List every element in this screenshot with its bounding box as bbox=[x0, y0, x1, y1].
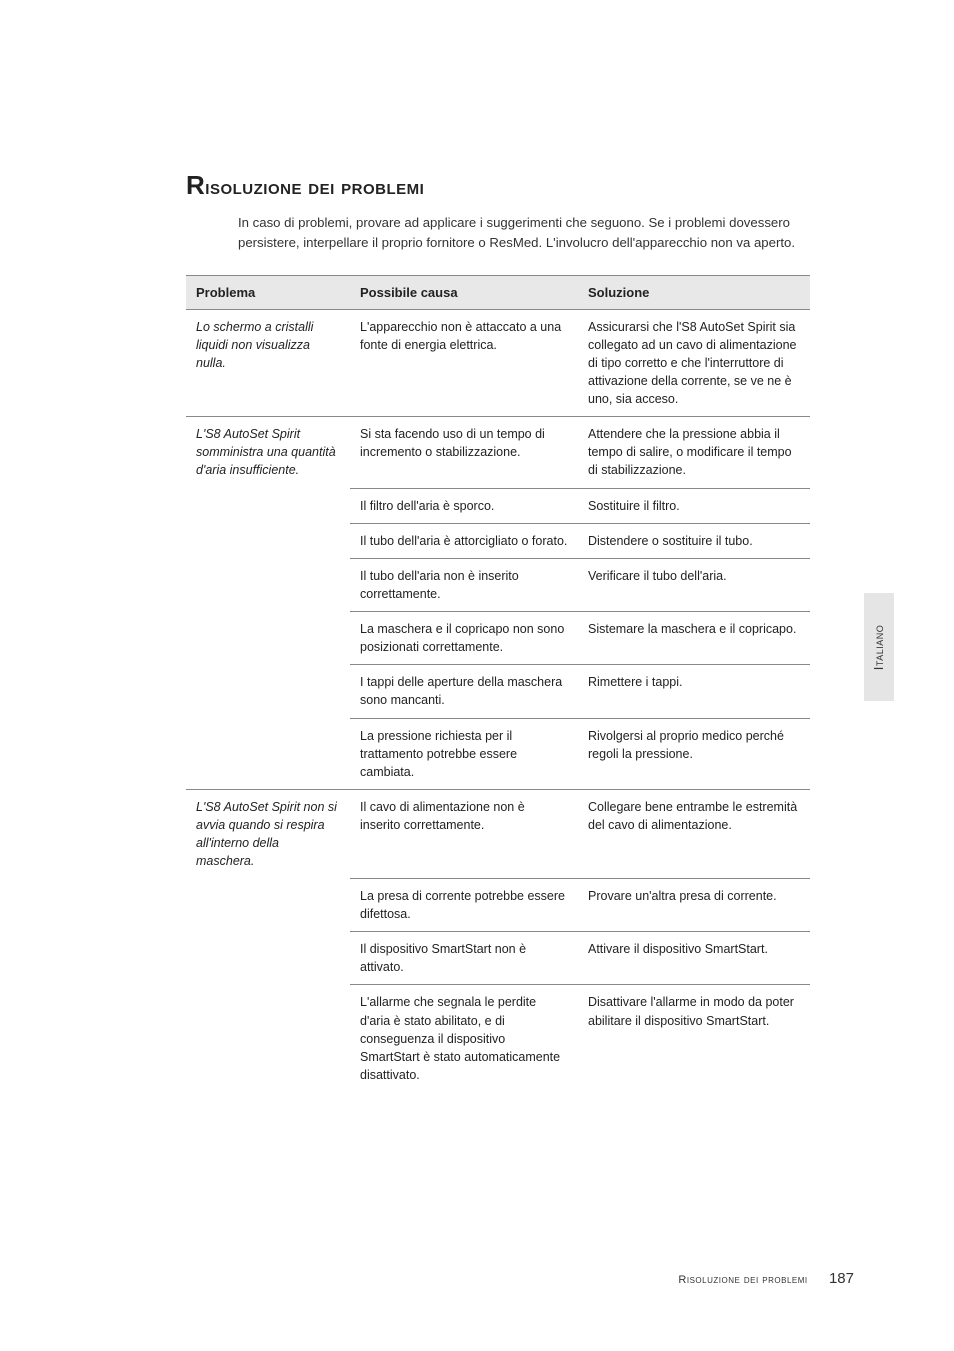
language-tab: Italiano bbox=[864, 593, 894, 701]
page-heading: Risoluzione dei problemi bbox=[186, 170, 810, 201]
troubleshooting-table: Problema Possibile causa Soluzione Lo sc… bbox=[186, 275, 810, 1093]
cell-cause: Si sta facendo uso di un tempo di increm… bbox=[350, 417, 578, 488]
cell-problem bbox=[186, 985, 350, 1092]
cell-problem: L'S8 AutoSet Spirit non si avvia quando … bbox=[186, 789, 350, 878]
cell-cause: Il tubo dell'aria è attorcigliato o fora… bbox=[350, 523, 578, 558]
table-row: La presa di corrente potrebbe essere dif… bbox=[186, 878, 810, 931]
language-label: Italiano bbox=[872, 624, 887, 669]
cell-problem bbox=[186, 612, 350, 665]
table-row: Lo schermo a cristalli liquidi non visua… bbox=[186, 309, 810, 417]
cell-problem bbox=[186, 718, 350, 789]
cell-solution: Attivare il dispositivo SmartStart. bbox=[578, 932, 810, 985]
cell-solution: Disattivare l'allarme in modo da poter a… bbox=[578, 985, 810, 1092]
cell-problem bbox=[186, 523, 350, 558]
cell-problem bbox=[186, 558, 350, 611]
cell-cause: I tappi delle aperture della maschera so… bbox=[350, 665, 578, 718]
cell-problem bbox=[186, 932, 350, 985]
cell-solution: Sistemare la maschera e il copricapo. bbox=[578, 612, 810, 665]
footer-page-number: 187 bbox=[829, 1270, 854, 1287]
cell-solution: Sostituire il filtro. bbox=[578, 488, 810, 523]
cell-problem bbox=[186, 878, 350, 931]
cell-solution: Collegare bene entrambe le estremità del… bbox=[578, 789, 810, 878]
cell-solution: Attendere che la pressione abbia il temp… bbox=[578, 417, 810, 488]
cell-cause: Il tubo dell'aria non è inserito corrett… bbox=[350, 558, 578, 611]
cell-cause: L'allarme che segnala le perdite d'aria … bbox=[350, 985, 578, 1092]
cell-solution: Distendere o sostituire il tubo. bbox=[578, 523, 810, 558]
page-footer: Risoluzione dei problemi 187 bbox=[678, 1270, 854, 1287]
table-header-row: Problema Possibile causa Soluzione bbox=[186, 275, 810, 309]
table-row: Il dispositivo SmartStart non è attivato… bbox=[186, 932, 810, 985]
cell-problem: L'S8 AutoSet Spirit somministra una quan… bbox=[186, 417, 350, 488]
cell-cause: Il cavo di alimentazione non è inserito … bbox=[350, 789, 578, 878]
cell-solution: Assicurarsi che l'S8 AutoSet Spirit sia … bbox=[578, 309, 810, 417]
cell-problem: Lo schermo a cristalli liquidi non visua… bbox=[186, 309, 350, 417]
col-problem: Problema bbox=[186, 275, 350, 309]
cell-cause: Il filtro dell'aria è sporco. bbox=[350, 488, 578, 523]
table-row: I tappi delle aperture della maschera so… bbox=[186, 665, 810, 718]
cell-cause: La maschera e il copricapo non sono posi… bbox=[350, 612, 578, 665]
table-row: La pressione richiesta per il trattament… bbox=[186, 718, 810, 789]
table-row: L'S8 AutoSet Spirit non si avvia quando … bbox=[186, 789, 810, 878]
cell-problem bbox=[186, 488, 350, 523]
footer-section: Risoluzione dei problemi bbox=[678, 1274, 807, 1286]
cell-cause: L'apparecchio non è attaccato a una font… bbox=[350, 309, 578, 417]
table-row: Il filtro dell'aria è sporco.Sostituire … bbox=[186, 488, 810, 523]
table-row: L'allarme che segnala le perdite d'aria … bbox=[186, 985, 810, 1092]
cell-solution: Verificare il tubo dell'aria. bbox=[578, 558, 810, 611]
col-cause: Possibile causa bbox=[350, 275, 578, 309]
table-row: Il tubo dell'aria è attorcigliato o fora… bbox=[186, 523, 810, 558]
cell-problem bbox=[186, 665, 350, 718]
table-row: L'S8 AutoSet Spirit somministra una quan… bbox=[186, 417, 810, 488]
cell-solution: Rivolgersi al proprio medico perché rego… bbox=[578, 718, 810, 789]
intro-paragraph: In caso di problemi, provare ad applicar… bbox=[238, 213, 810, 253]
table-row: Il tubo dell'aria non è inserito corrett… bbox=[186, 558, 810, 611]
cell-cause: La presa di corrente potrebbe essere dif… bbox=[350, 878, 578, 931]
cell-cause: La pressione richiesta per il trattament… bbox=[350, 718, 578, 789]
table-row: La maschera e il copricapo non sono posi… bbox=[186, 612, 810, 665]
cell-cause: Il dispositivo SmartStart non è attivato… bbox=[350, 932, 578, 985]
cell-solution: Provare un'altra presa di corrente. bbox=[578, 878, 810, 931]
cell-solution: Rimettere i tappi. bbox=[578, 665, 810, 718]
col-solution: Soluzione bbox=[578, 275, 810, 309]
